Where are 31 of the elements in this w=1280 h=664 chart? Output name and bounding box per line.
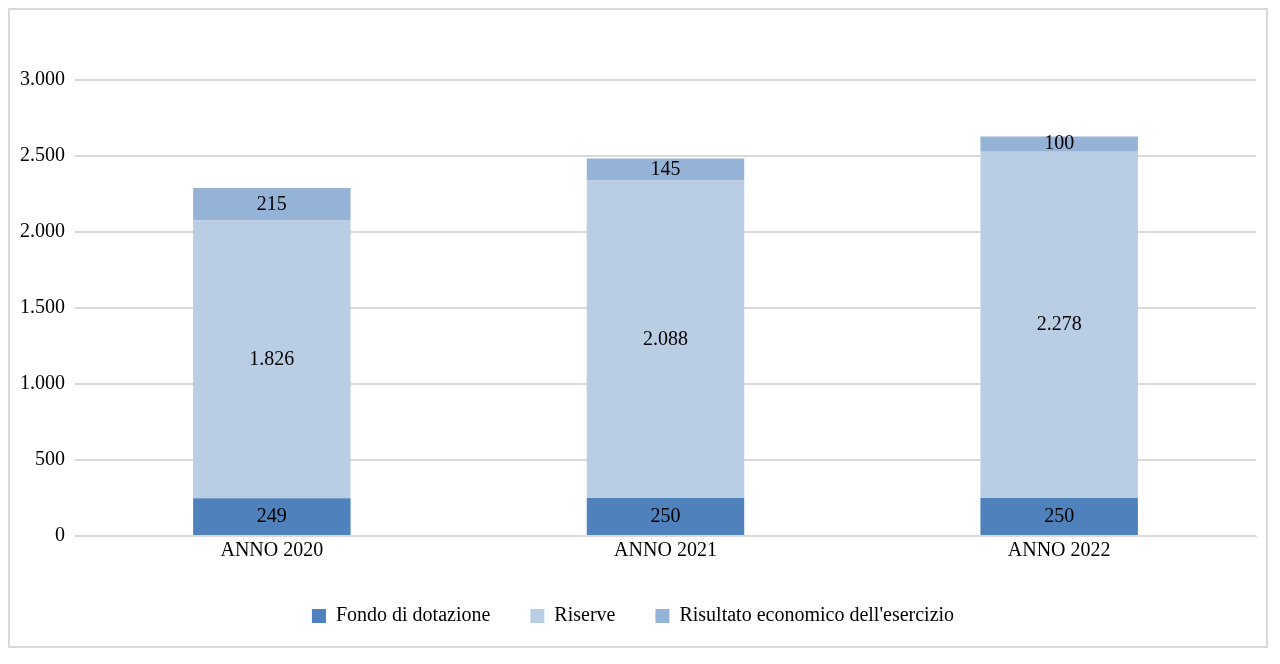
bar [586, 498, 745, 535]
y-tick-label: 1.000 [20, 371, 65, 394]
x-tick-label: ANNO 2021 [614, 538, 717, 561]
data-label: 2.088 [643, 326, 688, 349]
bar [193, 220, 351, 499]
legend-label: Fondo di dotazione [335, 603, 491, 626]
bar [193, 498, 351, 535]
legend-label: Riserve [554, 603, 616, 626]
y-tick-label: 2.000 [20, 219, 65, 242]
data-label: 250 [650, 503, 681, 526]
data-label: 249 [256, 503, 287, 526]
y-tick-label: 1.500 [20, 295, 65, 318]
data-label: 100 [1044, 131, 1075, 154]
data-label: 215 [256, 191, 287, 214]
y-tick-label: 3.000 [20, 67, 65, 90]
data-label: 145 [650, 156, 681, 179]
bar [980, 498, 1138, 535]
legend-label: Risultato economico dell'esercizio [679, 603, 955, 626]
y-tick-label: 2.500 [20, 143, 65, 166]
bar [980, 136, 1138, 152]
x-tick-label: ANNO 2022 [1007, 538, 1111, 561]
x-tick-label: ANNO 2020 [220, 538, 324, 561]
data-label: 1.826 [249, 346, 295, 369]
bar [586, 180, 745, 498]
data-label: 2.278 [1036, 312, 1082, 335]
bar [980, 151, 1138, 498]
data-label: 250 [1044, 503, 1075, 526]
bar [193, 187, 351, 221]
y-tick-label: 500 [35, 447, 65, 470]
y-tick-label: 0 [55, 523, 65, 546]
bar [586, 158, 745, 181]
